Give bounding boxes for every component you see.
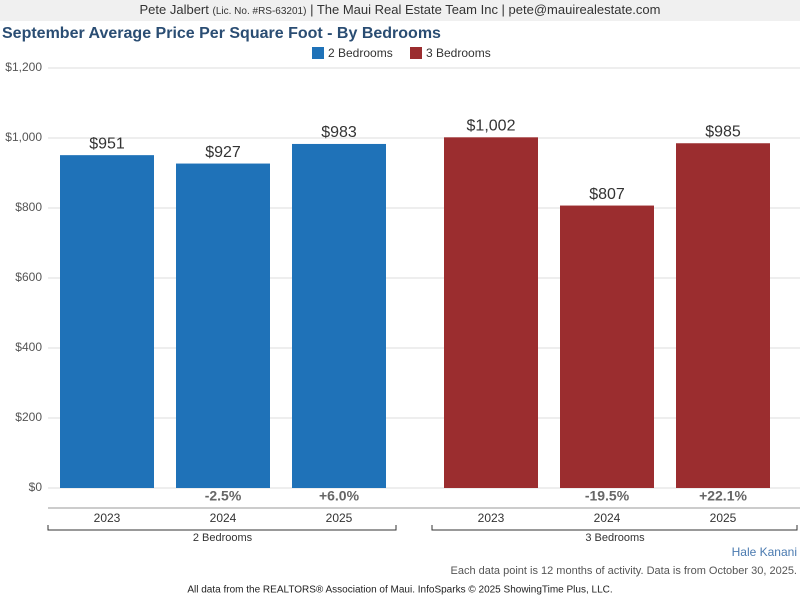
x-tick-label: 2023	[478, 511, 505, 525]
group-bracket	[431, 525, 798, 531]
group-label: 2 Bedrooms	[193, 532, 253, 544]
x-tick-label: 2023	[94, 511, 121, 525]
bar	[176, 163, 270, 489]
bar	[444, 137, 538, 489]
license: (Lic. No. #RS-63201)	[213, 6, 307, 17]
y-tick-label: $0	[29, 480, 43, 494]
y-tick-label: $400	[15, 340, 42, 354]
bar	[60, 155, 154, 488]
value-label: $807	[589, 186, 625, 203]
group-bracket	[47, 525, 397, 531]
y-tick-label: $1,000	[5, 130, 42, 144]
y-tick-label: $800	[15, 200, 42, 214]
legend-swatch	[312, 47, 324, 59]
legend-swatch	[410, 47, 422, 59]
bar	[676, 143, 770, 488]
value-label: $983	[321, 124, 357, 141]
x-tick-label: 2025	[710, 511, 737, 525]
value-label: $1,002	[467, 118, 516, 135]
header: Pete Jalbert (Lic. No. #RS-63201) | The …	[140, 2, 661, 17]
agent-name: Pete Jalbert	[140, 2, 210, 17]
footer-source: All data from the REALTORS® Association …	[187, 585, 612, 596]
footer-note: Each data point is 12 months of activity…	[451, 565, 797, 577]
change-label: +6.0%	[319, 488, 360, 504]
change-label: +22.1%	[699, 488, 747, 504]
change-label: -19.5%	[585, 488, 630, 504]
y-tick-label: $1,200	[5, 60, 42, 74]
header-bar	[0, 0, 800, 21]
legend-label: 2 Bedrooms	[328, 46, 393, 60]
value-label: $927	[205, 144, 241, 161]
area-label: Hale Kanani	[732, 545, 797, 559]
bar	[292, 143, 386, 488]
chart-title: September Average Price Per Square Foot …	[2, 25, 441, 42]
y-tick-label: $200	[15, 410, 42, 424]
change-label: -2.5%	[205, 488, 242, 504]
value-label: $951	[89, 135, 125, 152]
x-tick-label: 2024	[210, 511, 237, 525]
x-tick-label: 2025	[326, 511, 353, 525]
y-tick-label: $600	[15, 270, 42, 284]
group-label: 3 Bedrooms	[585, 532, 645, 544]
bar	[560, 205, 654, 489]
value-label: $985	[705, 123, 741, 140]
legend-label: 3 Bedrooms	[426, 46, 491, 60]
company: | The Maui Real Estate Team Inc | pete@m…	[310, 2, 660, 17]
x-tick-label: 2024	[594, 511, 621, 525]
